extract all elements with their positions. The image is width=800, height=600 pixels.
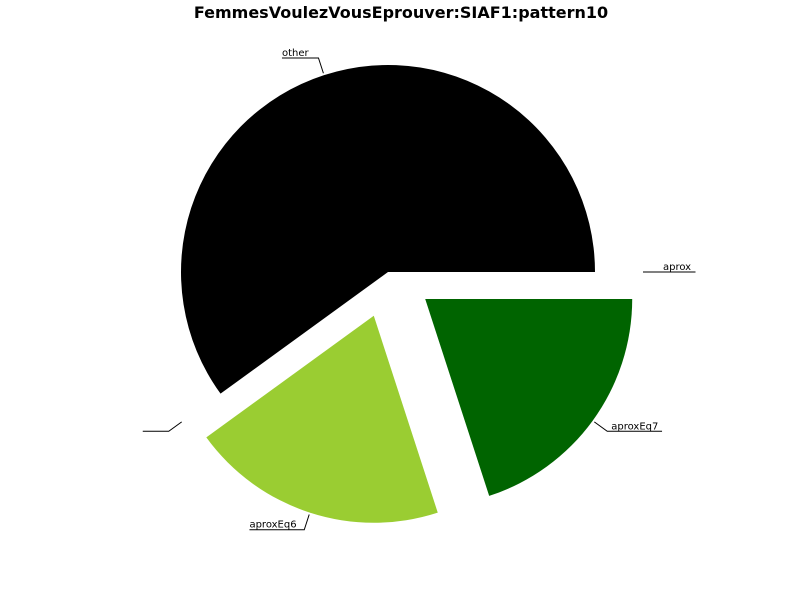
slice-label-other: other	[282, 48, 310, 59]
leader-line-aproxeq7	[594, 421, 663, 432]
pie-slice-other	[180, 64, 595, 394]
leader-line-aproxeq6	[249, 514, 310, 531]
chart-title: FemmesVoulezVousEprouver:SIAF1:pattern10	[194, 3, 608, 22]
pie-slice-aproxeq7	[425, 299, 633, 496]
pie-labels: aprox other aproxEq6 aproxEq7	[142, 48, 696, 531]
pie-slices	[180, 64, 633, 523]
slice-label-aproxeq6: aproxEq6	[249, 520, 296, 531]
slice-label-aproxeq7: aproxEq7	[611, 421, 658, 432]
pie-slice-aproxeq6	[206, 315, 438, 523]
leader-line-slice-2	[142, 421, 182, 432]
leader-line-other	[281, 57, 324, 74]
slice-label-aprox: aprox	[663, 262, 691, 273]
